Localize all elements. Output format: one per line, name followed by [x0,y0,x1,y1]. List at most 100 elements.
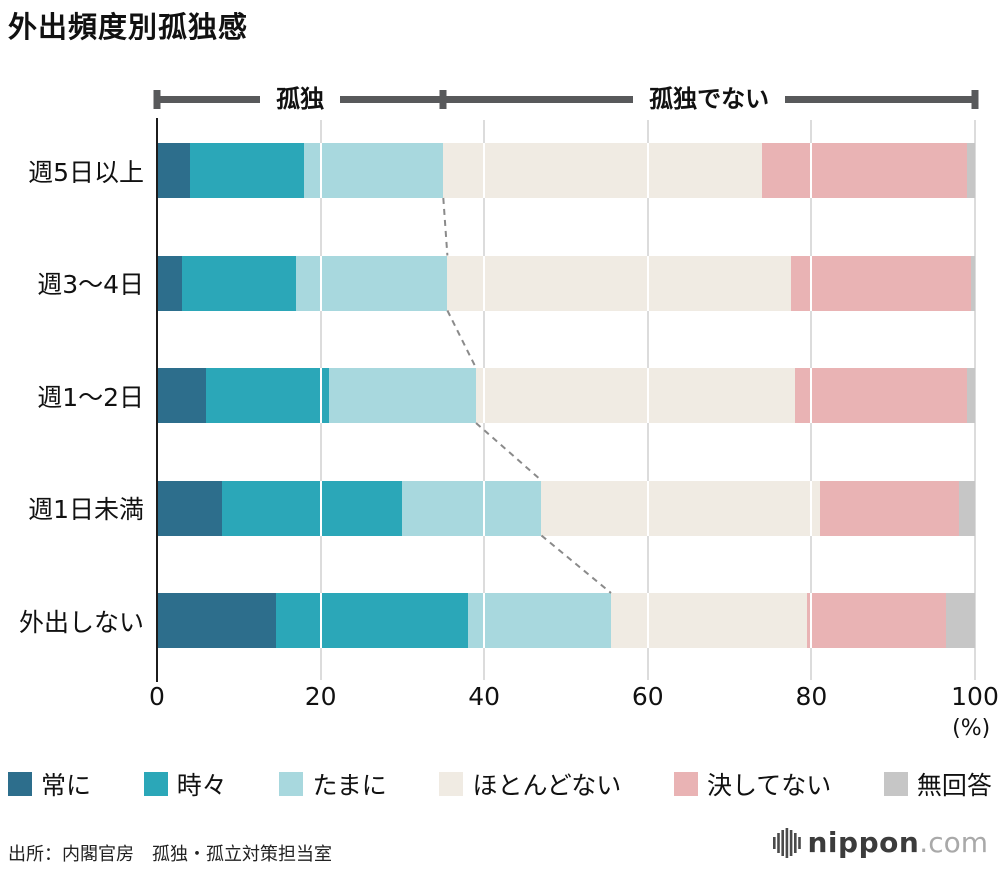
legend-label: 常に [41,771,92,800]
x-tick-label: 20 [304,682,337,711]
bar-segment-ほとんどない [476,368,796,423]
bar-segment-常に [157,143,190,198]
bar-segment-たまに [328,368,476,423]
legend-swatch [143,772,168,796]
bar-segment-無回答 [970,255,975,311]
bar-segment-時々 [181,255,297,311]
bar-segment-決してない [807,593,947,648]
bracket-cap-right [971,90,979,109]
legend-swatch [673,772,698,796]
category-label: 週5日以上 [28,157,144,187]
bar-track [157,368,975,423]
bar-segment-ほとんどない [447,255,791,311]
legend-item: 常に [8,766,91,802]
gridline-overlay [483,255,486,311]
gridline-overlay [483,368,486,423]
bar-segment-無回答 [966,143,975,198]
bar-segment-常に [157,255,182,311]
legend-item: 無回答 [883,766,992,802]
gridline-overlay [483,593,486,648]
x-tick-label: 100 [951,682,999,711]
nippon-logo-icon [772,827,801,858]
gridline-overlay [810,480,813,536]
gridline-overlay [810,255,813,311]
x-tick-label: 60 [631,682,664,711]
gridline-overlay [483,480,486,536]
bar-segment-無回答 [966,368,975,423]
bracket-line [157,96,975,103]
bar-segment-決してない [790,255,971,311]
stacked-bar-chart: 週5日以上週3〜4日週1〜2日週1日未満外出しない [0,118,1000,682]
bar-segment-時々 [222,480,403,536]
legend-swatch [439,772,464,796]
gridline [974,120,976,680]
gridline-overlay [319,143,322,198]
bar-segment-たまに [304,143,444,198]
x-tick-label: 40 [468,682,501,711]
legend-swatch [883,772,908,796]
x-axis: (%) 0 20 40 60 80 100 [149,682,999,752]
legend-label: 時々 [176,771,227,800]
category-label: 週1日未満 [28,495,144,524]
bar-segment-決してない [795,368,967,423]
bar-segment-ほとんどない [541,480,820,536]
gridline-overlay [646,480,649,536]
gridline-overlay [646,593,649,648]
page-title: 外出頻度別孤独感 [8,10,249,44]
bar-segment-時々 [275,593,468,648]
legend-label: 決してない [706,771,832,800]
bar-track [157,480,975,536]
bracket-cap-left [153,90,161,109]
gridline-overlay [646,368,649,423]
legend-item: ほとんどない [439,766,621,802]
x-axis-unit-label: (%) [952,716,991,741]
logo-suffix-text: .com [919,826,988,859]
bar-segment-たまに [402,480,542,536]
bar-row: 外出しない [0,593,1000,648]
legend-item: たまに [279,766,387,802]
bar-segment-ほとんどない [443,143,763,198]
gridline-overlay [483,143,486,198]
gridline-overlay [810,593,813,648]
gridline-overlay [319,368,322,423]
legend-swatch [8,772,32,796]
x-tick-label: 80 [795,682,828,711]
bar-row: 週1〜2日 [0,368,1000,423]
gridline-overlay [319,593,322,648]
bar-segment-常に [157,368,207,423]
category-label: 週3〜4日 [37,270,144,299]
legend: 常に 時々 たまに ほとんどない 決してない 無回答 [8,766,992,802]
category-label: 外出しない [18,607,144,637]
nippon-logo: nippon.com [772,826,988,859]
bar-row: 週1日未満 [0,480,1000,536]
legend-item: 決してない [673,766,832,802]
bar-segment-ほとんどない [610,593,808,648]
x-tick-label: 0 [149,682,165,711]
bracket-cap-middle [439,90,447,109]
bar-segment-常に [157,593,276,648]
legend-swatch [279,772,304,796]
gridline-overlay [810,143,813,198]
bar-track [157,593,975,648]
gridline-overlay [646,255,649,311]
category-label: 週1〜2日 [37,382,144,412]
gridline-overlay [646,143,649,198]
gridline-overlay [319,480,322,536]
bar-segment-無回答 [946,593,975,648]
legend-label: たまに [312,771,387,800]
lonely-bracket: 孤独 孤独でない [153,83,979,115]
bar-track [157,255,975,311]
bar-segment-決してない [762,143,967,198]
bar-segment-無回答 [958,480,975,536]
bar-track [157,143,975,198]
bar-segment-たまに [467,593,611,648]
bar-segment-常に [157,480,223,536]
y-axis-line [156,118,158,682]
gridline-overlay [319,255,322,311]
gridline-overlay [810,368,813,423]
legend-item: 時々 [143,766,227,802]
source-note: 出所：内閣官房 孤独・孤立対策担当室 [8,844,332,865]
lonely-boundary-dashed-lines [442,197,612,594]
bar-row: 週5日以上 [0,143,1000,198]
